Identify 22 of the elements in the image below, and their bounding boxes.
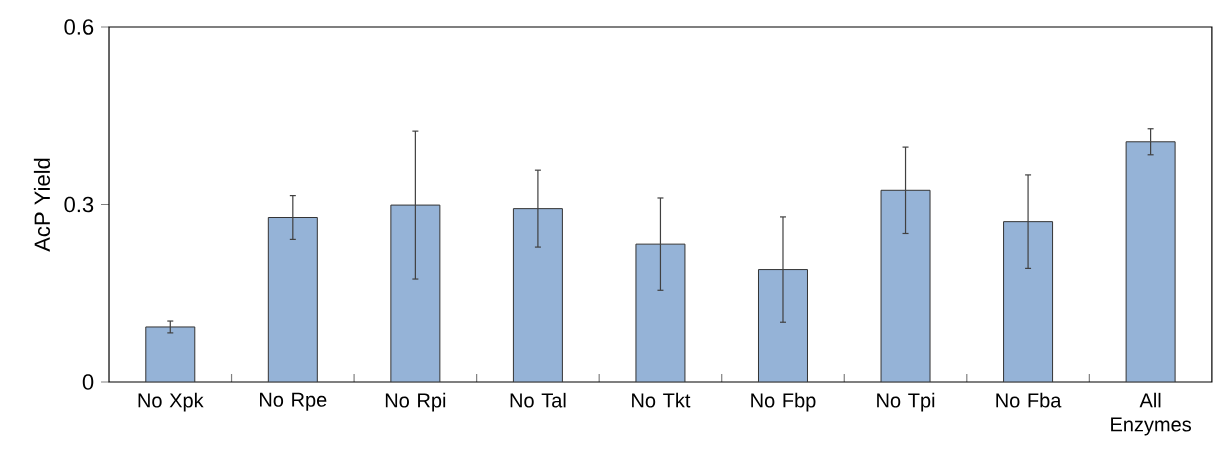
bar bbox=[267, 217, 318, 382]
bar bbox=[1125, 141, 1176, 382]
x-tick-label: No Rpe bbox=[260, 392, 327, 411]
bar bbox=[145, 326, 196, 382]
y-axis-title: AcP Yield bbox=[33, 158, 51, 252]
bar bbox=[880, 189, 931, 382]
x-tick-label: All Enzymes bbox=[1111, 392, 1191, 436]
bar bbox=[635, 243, 686, 382]
y-tick-label: 0.3 bbox=[64, 196, 94, 213]
bar bbox=[512, 208, 563, 382]
bar bbox=[1003, 221, 1054, 382]
bar bbox=[390, 204, 441, 382]
x-tick-label: No Xpk bbox=[138, 392, 204, 412]
bar bbox=[757, 269, 808, 382]
x-tick-label: No Fba bbox=[996, 392, 1062, 408]
y-tick-label: 0.6 bbox=[64, 19, 94, 35]
x-tick-label: No Tkt bbox=[632, 392, 691, 408]
x-tick-label: No Rpi bbox=[385, 392, 446, 412]
x-tick-label: No Fbp bbox=[751, 392, 816, 412]
y-tick-label: 0 bbox=[82, 374, 94, 390]
x-tick-label: No Tal bbox=[510, 392, 566, 408]
x-tick-label: No Tpi bbox=[877, 392, 935, 412]
